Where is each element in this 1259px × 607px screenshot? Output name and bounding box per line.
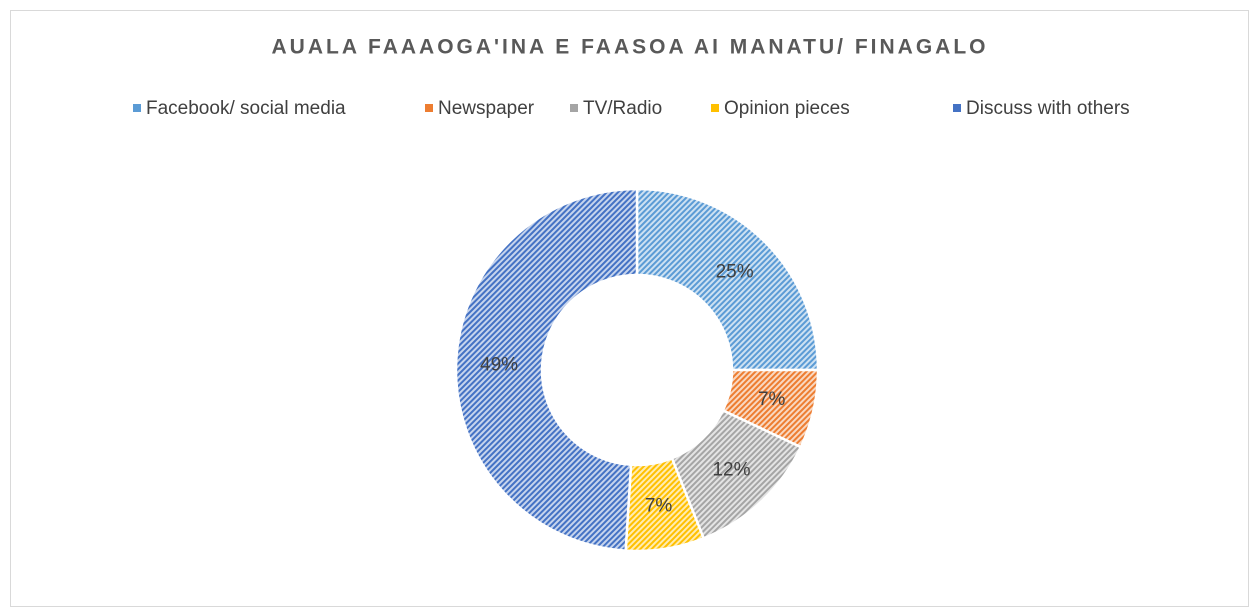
data-label: 12% [712,460,750,481]
legend-marker [953,104,961,112]
legend-label: Newspaper [438,98,535,119]
legend-label: Facebook/ social media [146,98,346,119]
legend-label: Discuss with others [966,98,1130,119]
legend-marker [133,104,141,112]
data-label: 25% [716,261,754,282]
legend-marker [425,104,433,112]
legend-marker [711,104,719,112]
donut-slice [454,187,639,552]
data-label: 7% [758,389,786,410]
legend-label: Opinion pieces [724,98,850,119]
legend-marker [570,104,578,112]
data-label: 49% [480,355,518,376]
chart-title: AUALA FAAAOGA'INA E FAASOA AI MANATU/ FI… [272,36,989,59]
data-label: 7% [645,495,673,516]
donut-slice [635,187,820,372]
legend-label: TV/Radio [583,98,662,119]
